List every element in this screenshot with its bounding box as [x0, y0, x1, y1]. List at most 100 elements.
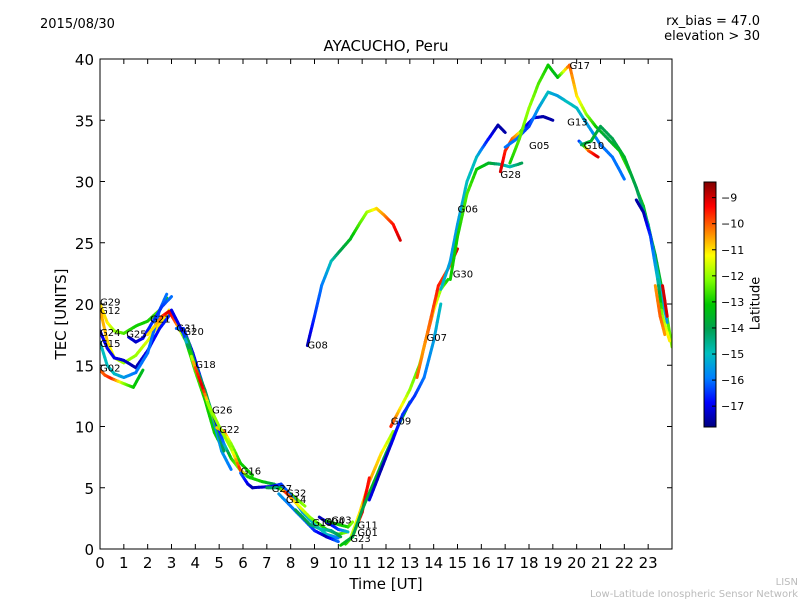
series-segment: [350, 520, 355, 525]
x-tick-label: 12: [376, 554, 395, 572]
y-tick-label: 0: [84, 541, 94, 559]
satellite-label: G18: [195, 360, 215, 371]
colorbar-tick-label: −15: [721, 348, 744, 361]
footer-long: Low-Latitude Ionospheric Sensor Network: [590, 589, 798, 600]
x-tick-label: 4: [191, 554, 201, 572]
x-tick-label: 19: [543, 554, 562, 572]
satellite-label: G19: [312, 518, 332, 529]
x-tick-label: 10: [329, 554, 348, 572]
series-segment: [445, 278, 450, 283]
colorbar-tick-label: −17: [721, 400, 744, 413]
series-segment: [366, 476, 371, 486]
x-tick-label: 18: [519, 554, 538, 572]
satellite-label: G12: [100, 306, 120, 317]
y-tick-label: 25: [75, 235, 94, 253]
satellite-label: G27: [272, 484, 292, 495]
series-G09: [367, 302, 443, 502]
x-tick-label: 9: [310, 554, 320, 572]
series-segment: [334, 539, 340, 544]
satellite-label: G21: [150, 315, 170, 326]
satellite-label: G02: [100, 364, 120, 375]
series-segment: [595, 154, 600, 159]
satellite-label: G03: [331, 516, 351, 527]
satellite-label: G28: [500, 170, 520, 181]
satellite-label: G30: [453, 269, 473, 280]
satellite-label: G25: [126, 329, 146, 340]
series-G13: [503, 90, 626, 181]
y-tick-label: 35: [75, 112, 94, 130]
satellite-label: G29: [100, 298, 120, 309]
x-tick-label: 21: [591, 554, 610, 572]
x-tick-label: 15: [448, 554, 467, 572]
series-segment: [389, 429, 395, 437]
series-segment: [664, 309, 669, 318]
satellite-label: G17: [570, 61, 590, 72]
x-tick-label: 17: [496, 554, 515, 572]
series-segment: [164, 292, 169, 299]
series-segment: [549, 118, 555, 122]
rx-bias-label: rx_bias = 47.0: [666, 14, 760, 29]
x-tick-label: 11: [353, 554, 372, 572]
satellite-label: G06: [458, 204, 478, 215]
date-label: 2015/08/30: [40, 17, 115, 32]
series-G21b: [653, 284, 667, 337]
series-G16b: [661, 284, 669, 318]
series-segment: [344, 529, 350, 534]
satellite-label: G08: [307, 340, 327, 351]
y-tick-label: 15: [75, 357, 94, 375]
satellite-label: G15: [100, 339, 120, 350]
series-G04: [317, 515, 350, 534]
satellite-label: G04: [324, 517, 344, 528]
satellite-label: G24: [100, 328, 120, 339]
series-segment: [666, 335, 672, 343]
x-tick-label: 23: [639, 554, 658, 572]
series-G08: [305, 206, 402, 348]
elevation-label: elevation > 30: [664, 29, 760, 44]
x-tick-label: 0: [95, 554, 105, 572]
plot-frame: [99, 58, 673, 550]
y-tick-label: 30: [75, 174, 94, 192]
series-G25: [127, 295, 173, 344]
x-tick-label: 2: [143, 554, 153, 572]
series-segment: [168, 295, 173, 300]
colorbar: [703, 181, 717, 428]
series-segment: [438, 302, 443, 312]
satellite-label: G22: [219, 425, 239, 436]
series-G28: [448, 161, 524, 281]
series-G17: [508, 63, 672, 349]
x-tick-label: 3: [167, 554, 177, 572]
satellite-label: G14: [286, 495, 306, 506]
x-axis-label: Time [UT]: [349, 575, 423, 593]
colorbar-tick-label: −14: [721, 322, 744, 335]
colorbar-tick-label: −13: [721, 296, 744, 309]
x-tick-label: 13: [400, 554, 419, 572]
x-tick-label: 1: [119, 554, 129, 572]
series-segment: [301, 502, 307, 508]
series-G26b: [577, 139, 600, 159]
series-segment: [502, 129, 507, 134]
x-tick-label: 6: [238, 554, 248, 572]
series-segment: [337, 534, 343, 539]
satellite-label: G26: [212, 405, 232, 416]
footer-short: LISN: [775, 577, 798, 588]
colorbar-tick-label: −10: [721, 218, 744, 231]
satellite-label: G09: [391, 416, 411, 427]
colorbar-tick-label: −12: [721, 270, 744, 283]
series-segment: [249, 472, 254, 477]
x-tick-label: 7: [262, 554, 272, 572]
series-G06: [439, 123, 507, 291]
colorbar-tick-label: −16: [721, 374, 744, 387]
y-tick-label: 20: [75, 296, 94, 314]
satellite-label: G32: [286, 489, 306, 500]
series-segment: [662, 330, 667, 337]
x-tick-label: 22: [615, 554, 634, 572]
x-tick-label: 8: [286, 554, 296, 572]
series-segment: [139, 368, 145, 375]
colorbar-tick-label: −11: [721, 244, 744, 257]
x-tick-label: 14: [424, 554, 443, 572]
satellite-label: G11: [357, 521, 377, 532]
series-segment: [397, 236, 402, 242]
x-tick-label: 20: [567, 554, 586, 572]
